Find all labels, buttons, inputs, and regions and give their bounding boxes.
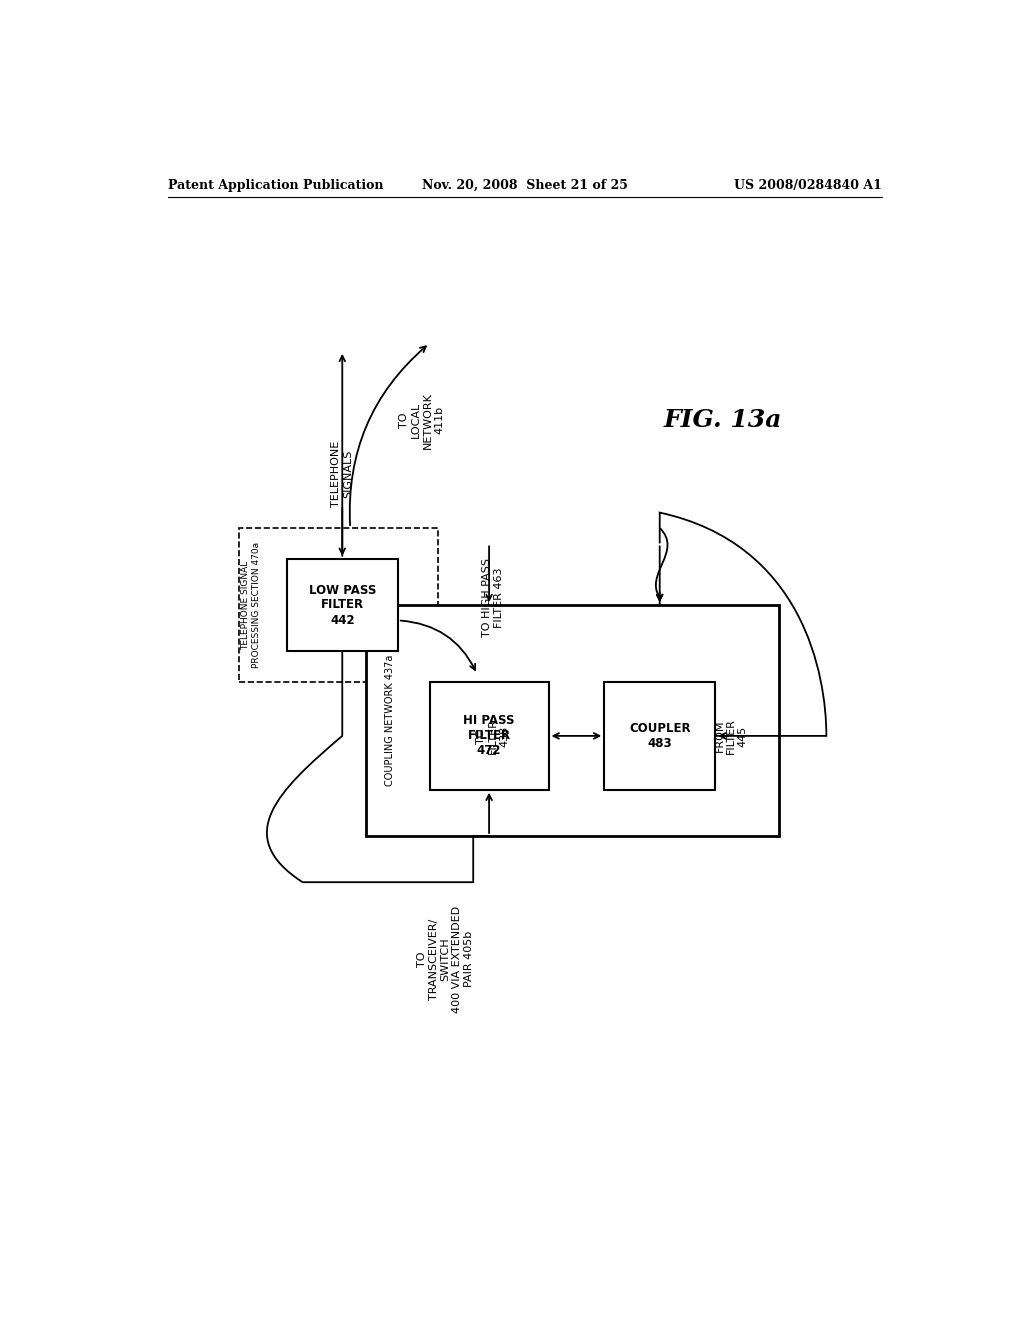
Text: US 2008/0284840 A1: US 2008/0284840 A1	[734, 178, 882, 191]
Bar	[604, 682, 716, 789]
Text: HI PASS
FILTER
472: HI PASS FILTER 472	[463, 714, 515, 758]
Text: COUPLER
483: COUPLER 483	[629, 722, 690, 750]
Text: FIG. 13a: FIG. 13a	[664, 408, 782, 432]
Text: TELEPHONE
SIGNALS: TELEPHONE SIGNALS	[332, 441, 353, 507]
Text: LOW PASS
FILTER
442: LOW PASS FILTER 442	[308, 583, 376, 627]
Bar	[367, 605, 779, 836]
Text: COUPLING NETWORK 437a: COUPLING NETWORK 437a	[385, 655, 395, 787]
Bar	[287, 558, 398, 651]
Text: TO
LOCAL
NETWORK
411b: TO LOCAL NETWORK 411b	[399, 392, 444, 449]
Text: FROM
FILTER
445: FROM FILTER 445	[715, 718, 748, 754]
Bar	[240, 528, 437, 682]
Text: Nov. 20, 2008  Sheet 21 of 25: Nov. 20, 2008 Sheet 21 of 25	[422, 178, 628, 191]
Bar	[430, 682, 549, 789]
Text: TO
TRANSCEIVER/
SWITCH
400 VIA EXTENDED
PAIR 405b: TO TRANSCEIVER/ SWITCH 400 VIA EXTENDED …	[417, 906, 474, 1012]
Text: TO HIGH PASS
FILTER 463: TO HIGH PASS FILTER 463	[482, 558, 504, 636]
Text: TO
FILTER
438: TO FILTER 438	[476, 718, 510, 754]
Text: Patent Application Publication: Patent Application Publication	[168, 178, 383, 191]
Text: TELEPHONE SIGNAL
PROCESSING SECTION 470a: TELEPHONE SIGNAL PROCESSING SECTION 470a	[242, 543, 261, 668]
